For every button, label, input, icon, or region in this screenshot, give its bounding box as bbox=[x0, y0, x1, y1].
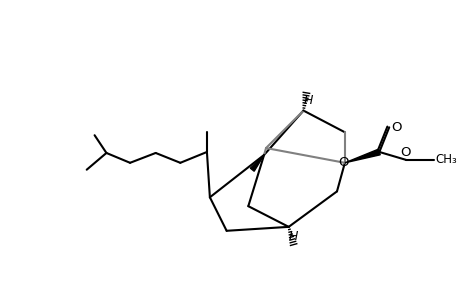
Text: H: H bbox=[303, 94, 313, 107]
Text: CH₃: CH₃ bbox=[435, 153, 456, 167]
Text: O: O bbox=[400, 146, 410, 160]
Polygon shape bbox=[344, 149, 380, 163]
Text: O: O bbox=[338, 156, 348, 169]
Polygon shape bbox=[250, 155, 263, 171]
Text: H: H bbox=[288, 230, 298, 243]
Text: O: O bbox=[390, 121, 401, 134]
